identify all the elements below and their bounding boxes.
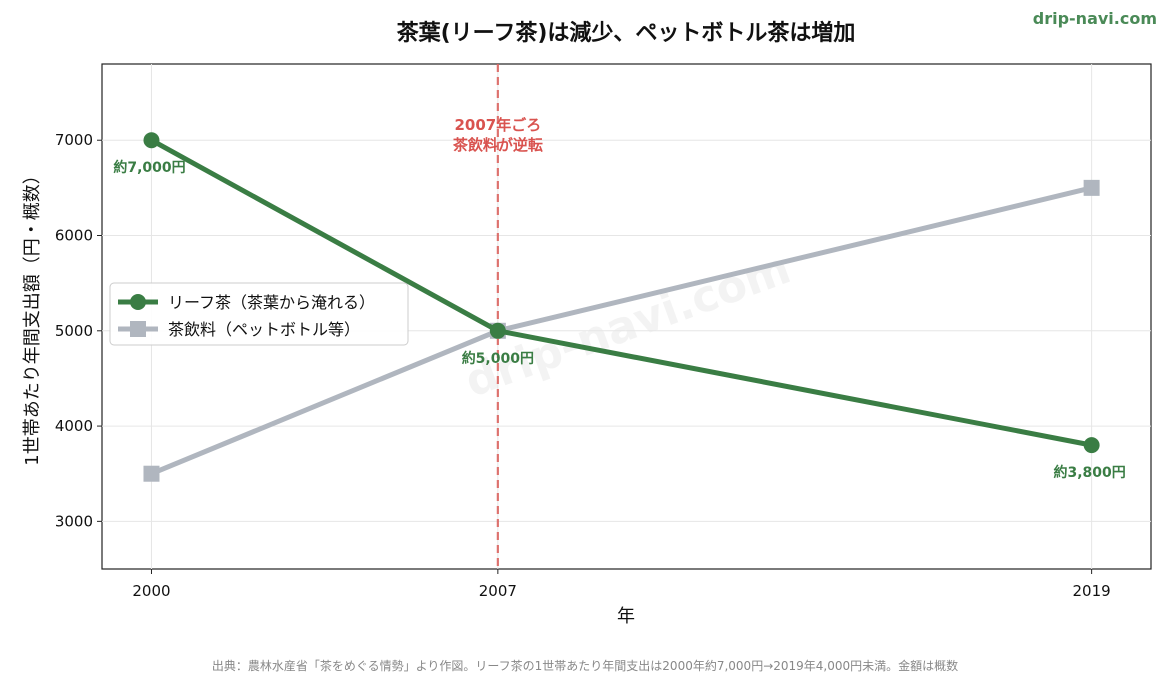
y-tick-label: 6000 xyxy=(55,227,93,245)
x-axis-label: 年 xyxy=(617,606,635,627)
source-note: 出典：農林水産省「茶をめぐる情勢」より作図。リーフ茶の1世帯あたり年間支出は20… xyxy=(212,658,958,673)
legend-marker-1 xyxy=(130,321,146,337)
data-label: 約7,000円 xyxy=(113,159,185,176)
series-0-point xyxy=(489,322,506,339)
y-tick-label: 7000 xyxy=(55,131,93,149)
y-tick-label: 3000 xyxy=(55,512,93,530)
data-label: 約5,000円 xyxy=(462,350,534,367)
series-0-point xyxy=(143,132,160,149)
series-1-point xyxy=(143,465,160,482)
chart-title: 茶葉(リーフ茶)は減少、ペットボトル茶は増加 xyxy=(397,20,856,46)
series-group xyxy=(143,132,1100,482)
x-axis-ticks: 2000 2007 2019 xyxy=(132,569,1111,600)
annotation-text: 茶飲料が逆転 xyxy=(453,136,543,154)
x-tick-label: 2000 xyxy=(132,582,170,600)
y-tick-label: 4000 xyxy=(55,417,93,435)
series-1-point xyxy=(1083,179,1100,196)
legend-label: 茶飲料（ペットボトル等） xyxy=(168,320,360,339)
y-axis-ticks: 3000 4000 5000 6000 7000 xyxy=(55,131,102,530)
legend: リーフ茶（茶葉から淹れる） 茶飲料（ペットボトル等） xyxy=(109,282,409,346)
legend-frame xyxy=(109,282,409,346)
legend-label: リーフ茶（茶葉から淹れる） xyxy=(168,293,375,312)
site-name[interactable]: drip-navi.com xyxy=(1033,9,1157,28)
watermark: drip-navi.com xyxy=(459,243,798,408)
y-axis-label: 1世帯あたり年間支出額（円・概数） xyxy=(22,166,43,465)
legend-marker-0 xyxy=(130,294,146,310)
series-0-point xyxy=(1083,437,1100,454)
grid-lines xyxy=(102,64,1151,569)
annotation-text: 2007年ごろ xyxy=(454,116,541,134)
data-label: 約3,800円 xyxy=(1053,464,1125,481)
y-tick-label: 5000 xyxy=(55,322,93,340)
x-tick-label: 2019 xyxy=(1073,582,1111,600)
plot-frame xyxy=(101,63,1152,570)
x-tick-label: 2007 xyxy=(479,582,517,600)
